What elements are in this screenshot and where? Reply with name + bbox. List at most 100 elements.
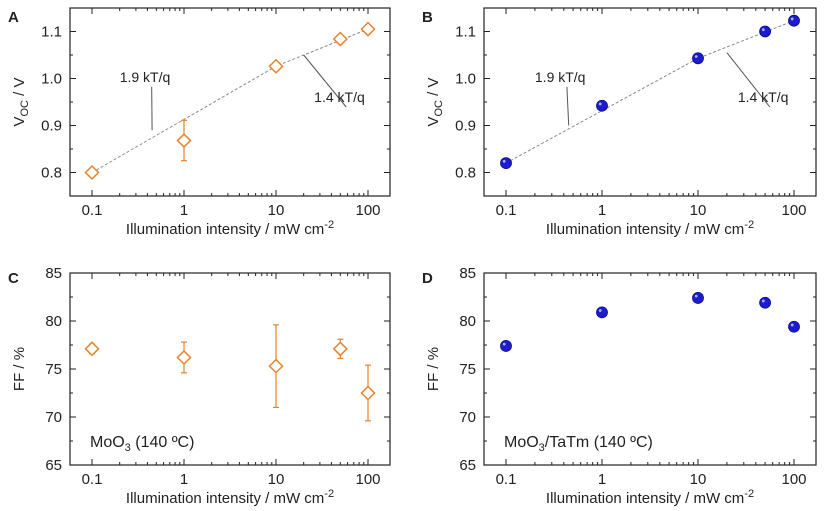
- data-point: [332, 31, 348, 47]
- sample-label-text: MoO: [504, 434, 539, 451]
- panel-label: A: [8, 9, 19, 26]
- y-axis-label-text: V: [425, 117, 442, 127]
- data-point-highlight: [761, 28, 765, 32]
- y-tick-label: 80: [45, 313, 62, 330]
- panel-label: B: [422, 9, 433, 26]
- data-point-highlight: [502, 342, 506, 346]
- y-axis-label-unit: / V: [11, 77, 28, 100]
- annotation-leader: [566, 86, 570, 126]
- y-axis-label-unit: / V: [425, 77, 442, 100]
- y-tick-label: 0.8: [455, 165, 476, 182]
- data-point: [500, 340, 512, 352]
- y-tick-label: 1.0: [41, 71, 62, 88]
- slope-annotation: 1.4 kT/q: [738, 89, 789, 105]
- data-point-highlight: [598, 309, 602, 312]
- x-axis-label-text: Illumination intensity / mW cm: [126, 490, 324, 507]
- x-axis-label-text: Illumination intensity / mW cm: [126, 221, 324, 238]
- sample-label-sub: 3: [125, 442, 131, 454]
- y-axis-label-text: V: [11, 117, 28, 127]
- y-tick-label: 1.0: [455, 71, 476, 88]
- data-point-highlight: [790, 17, 794, 21]
- x-tick-label: 10: [690, 202, 707, 219]
- x-axis-label: Illumination intensity / mW cm-2: [126, 219, 334, 238]
- slope-annotation: 1.9 kT/q: [535, 69, 586, 85]
- y-axis-label: VOC / V: [425, 77, 445, 126]
- panel-d: D 0.1 1 10 100 65 70 75 80 85 Illumination intensi…: [422, 265, 817, 507]
- x-tick-label: 1: [598, 202, 606, 219]
- y-tick-label: 70: [45, 409, 62, 426]
- y-tick-label: 65: [45, 457, 62, 474]
- y-tick-label: 75: [459, 361, 476, 378]
- sample-label-rest: /TaTm (140 ºC): [545, 434, 653, 451]
- annotation-leader: [726, 52, 771, 108]
- y-tick-label: 0.9: [455, 118, 476, 135]
- y-axis-label-text: FF / %: [11, 347, 28, 391]
- x-tick-label: 10: [268, 471, 285, 488]
- x-axis-label: Illumination intensity / mW cm-2: [546, 488, 754, 507]
- data-point: [360, 21, 376, 37]
- data-point: [788, 320, 800, 333]
- data-point-highlight: [694, 55, 698, 58]
- panel-c: C 0.1 1 10 100 65 70 75 80 85 Illumination intensi…: [8, 265, 391, 507]
- x-axis-label: Illumination intensity / mW cm-2: [126, 488, 334, 507]
- data-point-highlight: [790, 323, 794, 327]
- x-axis-label-sup: -2: [744, 219, 754, 231]
- y-tick-label: 0.9: [41, 118, 62, 135]
- data-point: [759, 25, 772, 38]
- y-tick-label: 1.1: [41, 24, 62, 41]
- annotation-leader: [303, 54, 347, 108]
- x-tick-label: 1: [180, 202, 188, 219]
- panel-label: D: [422, 270, 433, 287]
- x-tick-label: 100: [781, 471, 806, 488]
- x-tick-label: 0.1: [496, 202, 517, 219]
- y-tick-label: 0.8: [41, 165, 62, 182]
- sample-label-sub: 3: [539, 442, 545, 454]
- data-point: [84, 341, 100, 357]
- x-tick-label: 0.1: [82, 471, 103, 488]
- data-point: [759, 296, 772, 309]
- y-tick-label: 80: [459, 313, 476, 330]
- panel-b: B 0.1 1 10 100 0.8 0.9 1.0 1.1 Illumination inten…: [422, 7, 817, 238]
- sample-label: MoO3/TaTm (140 ºC): [504, 434, 653, 454]
- y-axis-label-sub: OC: [19, 100, 31, 117]
- panel-label: C: [8, 270, 19, 287]
- y-axis-label: VOC / V: [11, 77, 31, 126]
- x-tick-label: 0.1: [496, 471, 517, 488]
- data-point: [360, 385, 376, 401]
- data-point-highlight: [761, 299, 765, 303]
- data-point: [332, 341, 348, 357]
- data-point: [176, 349, 192, 366]
- data-point-highlight: [694, 294, 698, 298]
- sample-label: MoO3 (140 ºC): [90, 434, 194, 454]
- x-axis-label-text: Illumination intensity / mW cm: [546, 490, 744, 507]
- data-point: [268, 358, 284, 374]
- slope-annotation: 1.4 kT/q: [314, 89, 365, 105]
- x-tick-label: 100: [355, 471, 380, 488]
- y-axis-label-text: FF / %: [425, 347, 442, 391]
- data-point: [692, 292, 704, 304]
- data-point: [596, 99, 608, 112]
- panel-a: A 0.1 1 10 100 0.8 0.9 1.0 1.1 Illumination inten…: [8, 7, 391, 238]
- data-point: [596, 306, 608, 319]
- y-tick-label: 85: [459, 265, 476, 282]
- sample-label-text: MoO: [90, 434, 125, 451]
- x-tick-label: 1: [180, 471, 188, 488]
- data-point-highlight: [502, 159, 506, 163]
- data-point: [500, 157, 512, 170]
- y-tick-label: 70: [459, 409, 476, 426]
- x-tick-label: 100: [355, 202, 380, 219]
- y-tick-label: 1.1: [455, 24, 476, 41]
- x-tick-label: 1: [598, 471, 606, 488]
- x-tick-label: 10: [268, 202, 285, 219]
- x-tick-label: 0.1: [82, 202, 103, 219]
- x-axis-label-text: Illumination intensity / mW cm: [546, 221, 744, 238]
- sample-label-rest: (140 ºC): [131, 434, 195, 451]
- y-axis-label-sub: OC: [433, 100, 445, 117]
- x-tick-label: 100: [781, 202, 806, 219]
- data-point: [84, 164, 100, 181]
- data-point: [176, 132, 192, 149]
- data-point: [692, 52, 704, 65]
- y-tick-label: 65: [459, 457, 476, 474]
- x-axis-label-sup: -2: [324, 488, 334, 500]
